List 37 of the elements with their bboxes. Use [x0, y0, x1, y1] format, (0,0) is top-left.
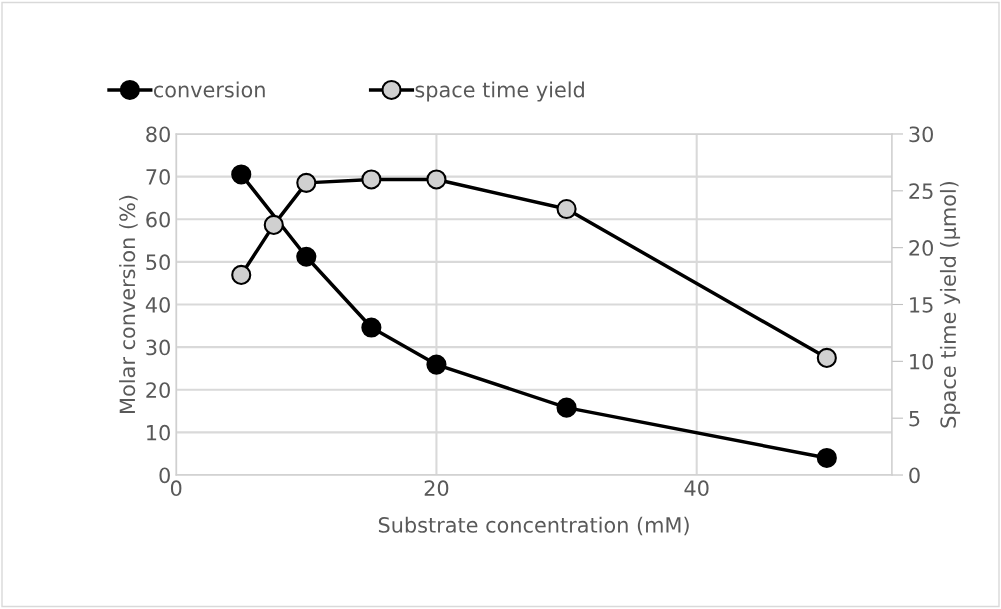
y-tick-label: 30 — [146, 339, 170, 356]
x-axis-title: Substrate concentration (mM) — [378, 516, 689, 536]
legend-label: conversion — [153, 81, 265, 98]
y-axis-title: Molar conversion (%) — [119, 195, 138, 413]
y-tick-label: 40 — [145, 296, 170, 313]
y-tick-label: 50 — [146, 254, 170, 271]
y-tick-label: 70 — [146, 169, 170, 185]
point — [263, 214, 284, 235]
point — [426, 354, 447, 375]
y2-tick-label: 15 — [910, 297, 933, 313]
y2-tick-label: 25 — [909, 183, 933, 200]
y2-tick-label: 0 — [909, 467, 920, 484]
point — [556, 397, 577, 418]
y-tick-label: 20 — [146, 382, 170, 398]
point — [816, 447, 837, 469]
y2-tick-label: 10 — [910, 353, 933, 370]
point — [296, 172, 317, 193]
point — [361, 169, 382, 190]
point — [556, 198, 577, 220]
y2-tick-label: 30 — [909, 126, 933, 143]
y2-tick-label: 20 — [909, 240, 933, 256]
legend-label: space time yield — [415, 81, 584, 102]
point — [231, 164, 252, 185]
point — [231, 264, 252, 286]
y-tick-label: 0 — [159, 467, 170, 484]
y-tick-label: 10 — [147, 424, 170, 441]
x-tick-label: 40 — [684, 480, 709, 497]
point — [816, 347, 837, 368]
x-tick-label: 0 — [170, 480, 182, 497]
point — [361, 317, 382, 338]
point — [296, 246, 317, 267]
y-tick-label: 60 — [146, 211, 170, 228]
y2-tick-label: 5 — [909, 410, 920, 427]
point — [426, 169, 447, 190]
y2-axis-title: Space time yield (µmol) — [939, 181, 961, 428]
x-tick-label: 20 — [424, 480, 449, 497]
y-tick-label: 80 — [146, 126, 170, 143]
